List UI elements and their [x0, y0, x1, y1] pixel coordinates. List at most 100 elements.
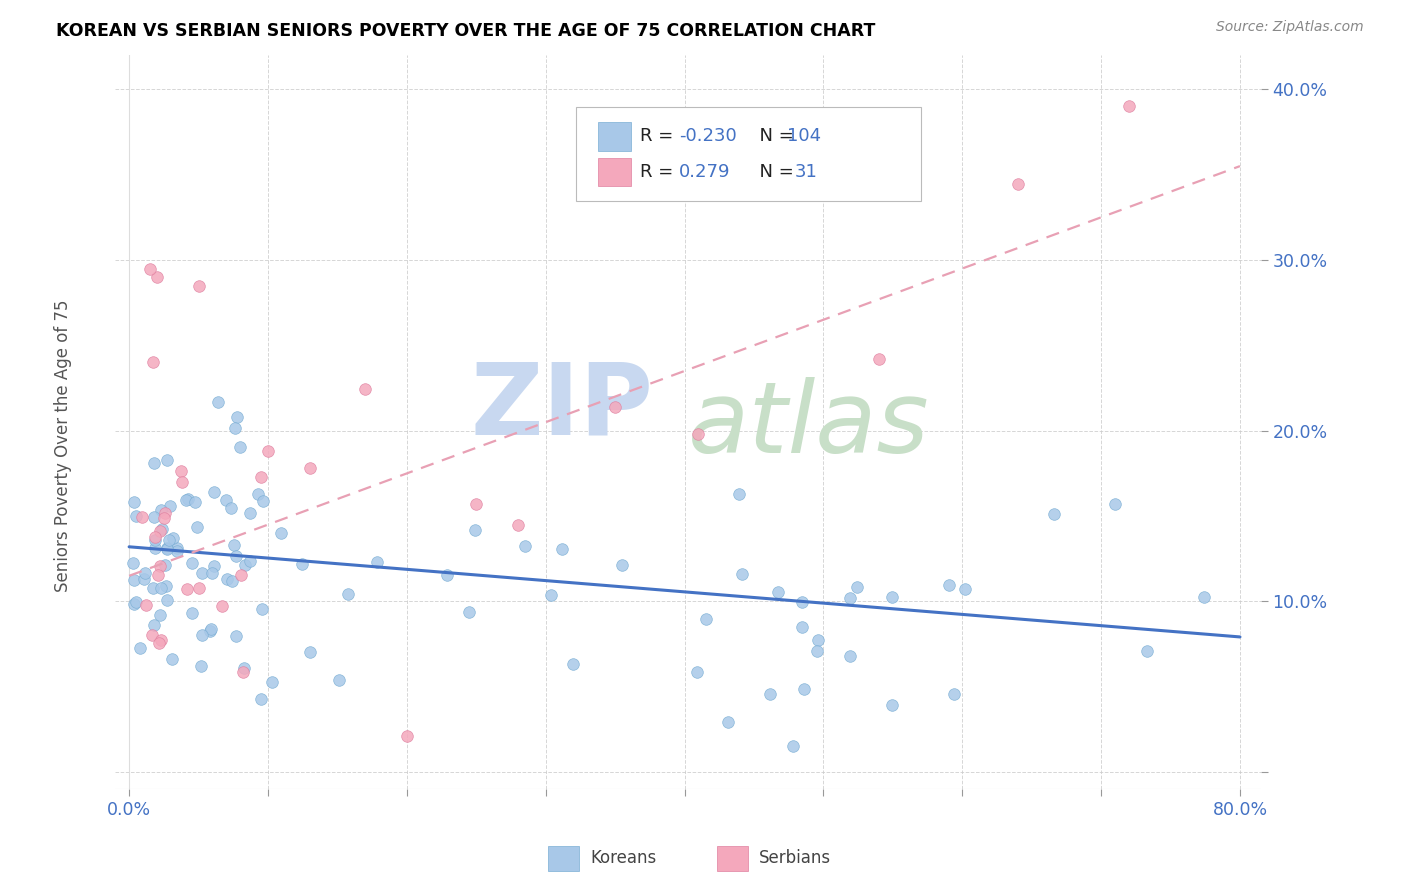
Point	[186, 520, 208, 534]
Point	[148, 568, 170, 582]
Point	[153, 558, 176, 572]
Point	[766, 584, 789, 599]
Point	[868, 352, 890, 367]
Point	[882, 698, 904, 712]
Point	[225, 629, 247, 643]
Point	[250, 601, 273, 615]
Point	[191, 566, 214, 581]
Point	[187, 278, 209, 293]
Point	[838, 591, 860, 605]
Point	[142, 618, 165, 632]
Point	[156, 541, 179, 556]
Point	[938, 577, 960, 591]
Point	[153, 507, 176, 521]
Point	[228, 441, 250, 455]
Point	[150, 632, 173, 647]
Point	[540, 588, 562, 602]
Text: 31: 31	[794, 163, 817, 181]
Point	[231, 567, 253, 582]
Point	[134, 566, 156, 581]
Text: Koreans: Koreans	[591, 849, 657, 867]
Point	[146, 270, 169, 285]
Point	[792, 595, 814, 609]
Point	[214, 493, 236, 508]
Text: R =: R =	[640, 163, 685, 181]
Point	[224, 421, 246, 435]
Point	[149, 502, 172, 516]
Point	[122, 556, 145, 570]
Point	[731, 567, 754, 582]
Point	[336, 587, 359, 601]
Point	[204, 485, 226, 500]
Point	[1042, 507, 1064, 521]
Text: Serbians: Serbians	[759, 849, 831, 867]
Point	[207, 394, 229, 409]
Point	[200, 566, 222, 581]
Point	[141, 627, 163, 641]
Point	[155, 579, 177, 593]
Point	[882, 590, 904, 604]
Point	[142, 456, 165, 470]
Point	[846, 580, 869, 594]
Point	[688, 426, 710, 441]
Point	[695, 612, 717, 626]
Point	[176, 582, 198, 596]
Point	[551, 542, 574, 557]
Point	[366, 555, 388, 569]
Point	[395, 729, 418, 743]
Point	[458, 605, 481, 619]
Point	[717, 714, 740, 729]
Point	[149, 558, 172, 573]
Point	[250, 470, 273, 484]
Point	[225, 409, 247, 424]
Text: atlas: atlas	[688, 377, 929, 475]
Text: R =: R =	[640, 128, 679, 145]
Point	[221, 574, 243, 589]
Point	[233, 558, 256, 572]
Point	[125, 595, 148, 609]
Point	[513, 539, 536, 553]
Point	[250, 692, 273, 706]
Point	[122, 598, 145, 612]
Point	[298, 461, 321, 475]
Point	[145, 533, 167, 548]
Point	[686, 665, 709, 680]
Point	[142, 509, 165, 524]
Point	[172, 475, 194, 490]
Point	[806, 644, 828, 658]
Point	[191, 628, 214, 642]
Point	[211, 599, 233, 613]
Point	[1192, 590, 1215, 604]
Point	[239, 553, 262, 567]
Point	[839, 648, 862, 663]
Text: 104: 104	[787, 128, 821, 145]
Point	[610, 558, 633, 572]
Point	[122, 573, 145, 587]
Point	[225, 549, 247, 564]
Point	[436, 568, 458, 582]
Point	[162, 532, 184, 546]
Point	[149, 607, 172, 622]
Point	[141, 355, 163, 369]
Point	[122, 494, 145, 508]
Point	[142, 581, 165, 595]
Point	[190, 658, 212, 673]
Point	[156, 452, 179, 467]
Point	[252, 493, 274, 508]
Point	[166, 541, 188, 555]
Point	[782, 739, 804, 754]
Point	[143, 530, 166, 544]
Point	[262, 675, 284, 690]
Text: ZIP: ZIP	[471, 359, 654, 456]
Point	[200, 624, 222, 638]
Text: 0.279: 0.279	[679, 163, 731, 181]
Point	[153, 511, 176, 525]
Point	[1104, 497, 1126, 511]
Point	[464, 523, 486, 537]
Point	[603, 400, 626, 414]
Point	[139, 261, 162, 276]
Point	[157, 533, 180, 547]
Point	[125, 508, 148, 523]
Point	[1136, 643, 1159, 657]
Text: N =: N =	[748, 163, 806, 181]
